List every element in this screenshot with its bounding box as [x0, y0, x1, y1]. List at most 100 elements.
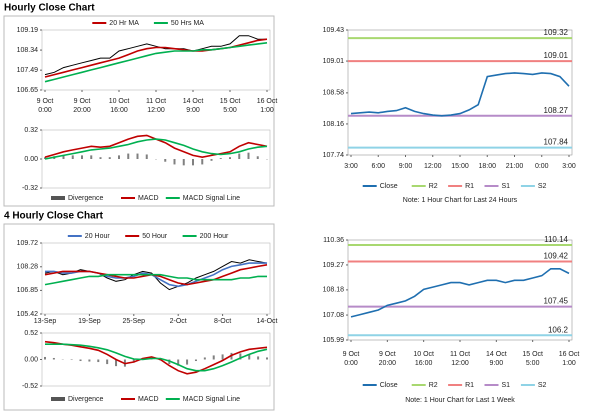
- panel-frame: [3, 15, 275, 207]
- panel-frame: [3, 223, 275, 411]
- x-tick-label: 11 Oct: [146, 98, 166, 105]
- x-tick-label: 0:00: [535, 163, 549, 170]
- legend-label: S1: [502, 183, 511, 190]
- x-tick-label: 20:00: [73, 107, 91, 114]
- divergence-bar: [164, 159, 167, 162]
- y-tick-label: 0.52: [24, 330, 38, 337]
- legend-label: 20 Hr MA: [109, 20, 139, 27]
- x-tick-label: 8-Oct: [214, 318, 231, 325]
- x-tick-label: 21:00: [506, 163, 524, 170]
- x-tick-label: 9 Oct: [343, 351, 360, 358]
- legend-label: S2: [538, 183, 547, 190]
- section-title: 4 Hourly Close Chart: [4, 211, 104, 222]
- x-tick-label: 16 Oct: [257, 98, 278, 105]
- x-tick-label: 9:00: [399, 163, 413, 170]
- divergence-bar: [88, 359, 91, 362]
- legend-label: 200 Hour: [200, 233, 229, 240]
- y-tick-label: 107.08: [323, 312, 345, 319]
- legend-label: R1: [465, 183, 474, 190]
- x-tick-label: 14 Oct: [486, 351, 507, 358]
- x-tick-label: 14-Oct: [256, 318, 277, 325]
- divergence-bar: [127, 153, 130, 159]
- divergence-bar: [248, 354, 251, 360]
- legend-label: 50 Hrs MA: [171, 20, 204, 27]
- y-tick-label: 107.74: [323, 152, 345, 159]
- x-tick-label: 3:00: [562, 163, 576, 170]
- divergence-bar: [71, 155, 74, 159]
- y-tick-label: 105.99: [323, 337, 345, 344]
- x-tick-label: 5:00: [526, 360, 540, 367]
- x-tick-label: 2-Oct: [170, 318, 187, 325]
- x-tick-label: 13-Sep: [34, 318, 57, 325]
- x-tick-label: 5:00: [223, 107, 237, 114]
- series-line: [44, 38, 268, 78]
- divergence-bar: [177, 359, 180, 366]
- y-tick-label: 109.19: [17, 27, 39, 34]
- series-line: [44, 273, 267, 286]
- x-tick-label: 10 Oct: [413, 351, 434, 358]
- x-tick-label: 19-Sep: [78, 318, 101, 325]
- divergence-bar: [44, 356, 46, 360]
- y-tick-label: 110.36: [323, 237, 344, 244]
- legend-label: R1: [465, 382, 474, 389]
- x-tick-label: 6:00: [371, 163, 385, 170]
- x-tick-label: 15 Oct: [220, 98, 241, 105]
- divergence-bar: [145, 154, 148, 159]
- divergence-bar: [118, 155, 120, 159]
- y-tick-label: 107.49: [17, 67, 39, 74]
- x-tick-label: 1:00: [562, 360, 576, 367]
- x-tick-label: 25-Sep: [123, 318, 146, 325]
- chart-note: Note: 1 Hour Chart for Last 24 Hours: [403, 197, 518, 204]
- x-tick-label: 12:00: [424, 163, 442, 170]
- divergence-bar: [201, 159, 204, 165]
- y-tick-label: 109.72: [17, 240, 39, 247]
- divergence-bar: [70, 359, 73, 361]
- divergence-bar: [136, 153, 139, 159]
- level-label: 106.2: [548, 325, 569, 334]
- divergence-bar: [106, 359, 109, 365]
- divergence-bar: [108, 157, 111, 159]
- y-tick-label: 106.65: [17, 87, 39, 94]
- x-tick-label: 10 Oct: [109, 98, 130, 105]
- y-tick-label: 0.00: [24, 356, 38, 363]
- series-line: [44, 138, 268, 160]
- legend-label: Divergence: [68, 396, 104, 403]
- series-line: [44, 35, 267, 76]
- x-tick-label: 16:00: [415, 360, 433, 367]
- legend-label: MACD Signal Line: [183, 396, 240, 403]
- divergence-bar: [219, 158, 222, 159]
- x-tick-label: 12:00: [147, 107, 165, 114]
- plot-area: [347, 239, 573, 341]
- x-tick-label: 0:00: [344, 360, 358, 367]
- legend-swatch: [51, 397, 65, 401]
- legend-label: 50 Hour: [142, 233, 168, 240]
- x-tick-label: 15:00: [451, 163, 469, 170]
- x-tick-label: 16 Oct: [559, 351, 580, 358]
- section-title: Hourly Close Chart: [4, 3, 95, 14]
- legend-label: 20 Hour: [85, 233, 111, 240]
- y-tick-label: 108.18: [323, 287, 345, 294]
- y-tick-label: 108.28: [17, 264, 39, 271]
- divergence-bar: [266, 357, 268, 360]
- y-tick-label: 105.42: [17, 311, 39, 318]
- divergence-bar: [221, 354, 224, 360]
- divergence-bar: [229, 157, 231, 159]
- x-tick-label: 9 Oct: [74, 98, 91, 105]
- y-tick-label: -0.52: [22, 383, 38, 390]
- series-line: [44, 42, 268, 83]
- divergence-bar: [212, 355, 215, 360]
- level-label: 107.84: [544, 138, 569, 147]
- legend-label: Divergence: [68, 195, 104, 202]
- divergence-bar: [90, 155, 93, 159]
- divergence-bar: [62, 155, 65, 159]
- series-line: [45, 343, 268, 372]
- series-line: [44, 264, 268, 286]
- y-tick-label: -0.32: [22, 185, 38, 192]
- legend-label: S1: [502, 382, 511, 389]
- divergence-bar: [97, 359, 100, 363]
- legend-label: Close: [380, 183, 398, 190]
- x-tick-label: 3:00: [344, 163, 358, 170]
- divergence-bar: [173, 159, 176, 165]
- divergence-bar: [194, 359, 197, 362]
- legend-swatch: [51, 196, 65, 200]
